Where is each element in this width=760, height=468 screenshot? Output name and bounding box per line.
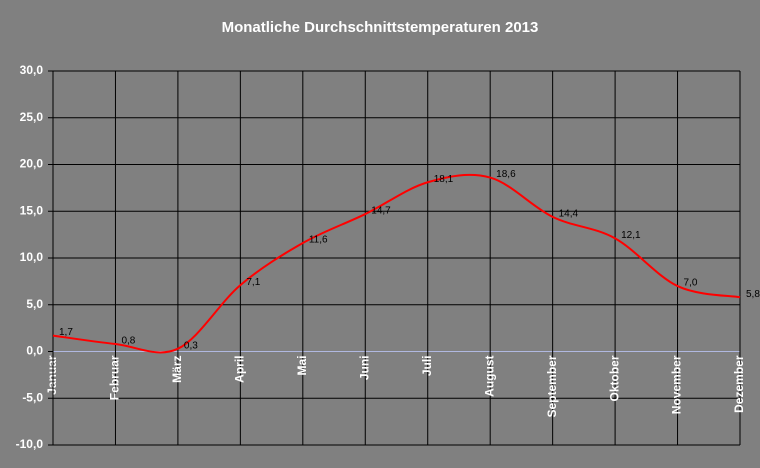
data-label: 0,8	[121, 336, 135, 347]
data-label: 12,1	[621, 230, 641, 241]
data-label: 7,0	[684, 278, 698, 289]
x-tick-label: August	[482, 355, 496, 396]
line	[52, 173, 741, 354]
x-tick-label: November	[670, 355, 684, 414]
data-label: 14,4	[559, 209, 579, 220]
data-label: 7,1	[246, 277, 260, 288]
y-tick-label: 20,0	[20, 157, 44, 171]
y-tick-label: 5,0	[26, 297, 43, 311]
x-tick-label: Februar	[108, 355, 122, 400]
x-tick-label: Januar	[45, 355, 59, 395]
y-tick-label: 25,0	[20, 110, 44, 124]
y-tick-label: -10,0	[16, 437, 44, 451]
data-label: 0,3	[184, 340, 198, 351]
x-tick-label: Mai	[295, 356, 309, 376]
x-tick-label: Oktober	[607, 355, 621, 401]
y-tick-label: 10,0	[20, 250, 44, 264]
data-label: 18,1	[434, 174, 454, 185]
data-label: 14,7	[371, 206, 391, 217]
y-tick-label: -5,0	[22, 390, 43, 404]
chart-title: Monatliche Durchschnittstemperaturen 201…	[222, 19, 539, 36]
x-tick-label: April	[233, 356, 247, 383]
y-tick-label: 15,0	[20, 203, 44, 217]
data-label: 11,6	[309, 235, 328, 246]
x-tick-label: Juli	[420, 356, 434, 377]
y-tick-label: 30,0	[20, 63, 44, 77]
x-tick-label: Dezember	[732, 355, 746, 413]
data-label: 18,6	[496, 169, 516, 180]
data-label: 5,8	[746, 289, 760, 300]
x-tick-label: März	[170, 356, 184, 383]
data-label: 1,7	[59, 327, 73, 338]
x-tick-label: September	[545, 355, 559, 417]
x-tick-label: Juni	[357, 356, 371, 381]
y-tick-label: 0,0	[26, 344, 43, 358]
